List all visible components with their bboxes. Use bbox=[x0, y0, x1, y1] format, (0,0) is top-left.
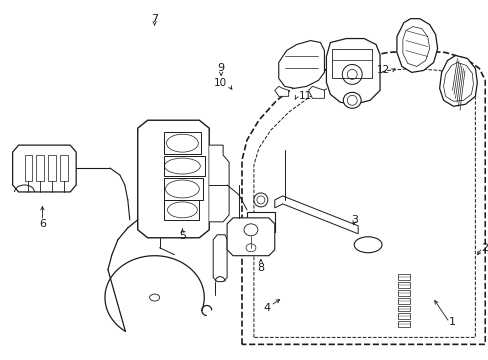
Polygon shape bbox=[209, 145, 228, 222]
Polygon shape bbox=[278, 41, 324, 88]
Polygon shape bbox=[397, 274, 409, 280]
FancyBboxPatch shape bbox=[163, 200, 199, 220]
Text: 3: 3 bbox=[350, 215, 357, 225]
FancyBboxPatch shape bbox=[163, 178, 203, 200]
Text: 8: 8 bbox=[257, 263, 264, 273]
Text: 6: 6 bbox=[39, 219, 46, 229]
FancyBboxPatch shape bbox=[24, 155, 32, 181]
Ellipse shape bbox=[149, 294, 159, 301]
Polygon shape bbox=[439, 55, 476, 106]
FancyBboxPatch shape bbox=[252, 225, 268, 233]
Ellipse shape bbox=[253, 193, 267, 207]
FancyBboxPatch shape bbox=[37, 155, 44, 181]
Polygon shape bbox=[226, 218, 274, 256]
Polygon shape bbox=[213, 235, 226, 282]
Polygon shape bbox=[13, 145, 76, 192]
FancyBboxPatch shape bbox=[60, 155, 68, 181]
Polygon shape bbox=[274, 86, 288, 96]
Polygon shape bbox=[138, 120, 209, 238]
Polygon shape bbox=[274, 196, 357, 234]
Polygon shape bbox=[396, 19, 437, 72]
Text: 1: 1 bbox=[448, 318, 455, 328]
Polygon shape bbox=[326, 39, 379, 104]
Text: 5: 5 bbox=[179, 231, 185, 241]
FancyBboxPatch shape bbox=[163, 156, 205, 176]
FancyBboxPatch shape bbox=[246, 212, 274, 232]
Polygon shape bbox=[397, 298, 409, 303]
Polygon shape bbox=[397, 289, 409, 296]
Text: 12: 12 bbox=[376, 66, 389, 76]
Polygon shape bbox=[397, 306, 409, 311]
Ellipse shape bbox=[343, 92, 361, 108]
Text: 4: 4 bbox=[263, 302, 270, 312]
Polygon shape bbox=[308, 86, 324, 98]
Polygon shape bbox=[397, 314, 409, 319]
Text: 9: 9 bbox=[217, 63, 224, 73]
Polygon shape bbox=[397, 282, 409, 288]
Text: 10: 10 bbox=[214, 78, 226, 88]
FancyBboxPatch shape bbox=[163, 132, 201, 154]
Text: 7: 7 bbox=[151, 14, 158, 24]
Text: 2: 2 bbox=[480, 243, 487, 253]
Polygon shape bbox=[397, 321, 409, 328]
FancyBboxPatch shape bbox=[48, 155, 56, 181]
Text: 11: 11 bbox=[298, 91, 311, 101]
